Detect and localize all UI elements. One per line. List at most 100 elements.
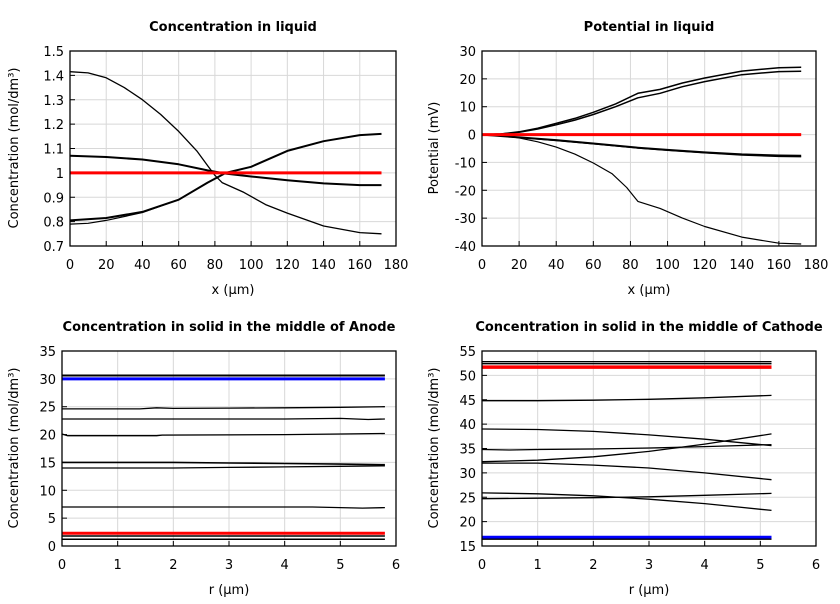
x-tick-label: 40 <box>134 258 151 273</box>
x-tick-label: 20 <box>511 258 528 273</box>
x-tick-label: 0 <box>478 258 486 273</box>
x-axis-label: x (µm) <box>628 283 671 298</box>
series-line-7 <box>62 465 385 469</box>
x-axis-label: r (µm) <box>209 583 250 598</box>
subplot-2: 0 20 40 60 80 100 120 140 160 180 -40 -30 -20 -10 0 10 2… <box>427 20 828 298</box>
y-tick-label: 20 <box>459 73 476 88</box>
series-line-9 <box>481 492 772 512</box>
y-tick-label: 20 <box>39 429 56 444</box>
x-tick-label: 80 <box>207 258 224 273</box>
chart-title: Potential in liquid <box>584 20 715 35</box>
series-line-2 <box>481 70 802 136</box>
y-tick-label: 45 <box>459 394 476 409</box>
x-tick-label: 0 <box>66 258 74 273</box>
x-tick-label: 140 <box>311 258 336 273</box>
series-line-8 <box>482 462 772 481</box>
x-axis-label: r (µm) <box>629 583 670 598</box>
y-tick-label: 50 <box>459 369 476 384</box>
x-tick-label: 4 <box>281 558 289 573</box>
y-tick-label: 5 <box>48 512 56 527</box>
subplot-3: 0 1 2 3 4 5 6 0 5 10 15 20 25 30 35 Concentration in so… <box>7 320 400 598</box>
y-tick-label: 1.4 <box>43 69 64 84</box>
y-tick-label: 30 <box>459 467 476 482</box>
series-line-8 <box>62 506 385 509</box>
x-tick-label: 180 <box>804 258 829 273</box>
y-tick-label: 1.1 <box>43 143 64 158</box>
series-line-7 <box>481 433 772 463</box>
y-tick-label: -40 <box>455 240 476 255</box>
x-tick-label: 20 <box>98 258 115 273</box>
x-axis-label: x (µm) <box>212 283 255 298</box>
y-tick-label: 0 <box>468 129 476 144</box>
subplot-1: 0 20 40 60 80 100 120 140 160 180 0.7 0.8 0.9 1 1.1 1.2… <box>7 20 408 298</box>
series-line-4 <box>481 134 802 158</box>
series-line-5 <box>61 432 385 437</box>
y-tick-label: 35 <box>459 443 476 458</box>
x-tick-label: 120 <box>275 258 300 273</box>
y-tick-label: 0.7 <box>43 240 64 255</box>
y-tick-label: 1 <box>56 167 64 182</box>
series-line-6 <box>62 461 385 466</box>
y-tick-label: 20 <box>459 516 476 531</box>
y-tick-label: 25 <box>459 491 476 506</box>
series-line-4 <box>62 417 385 421</box>
axes-frame <box>481 50 817 247</box>
x-tick-label: 4 <box>701 558 709 573</box>
x-tick-label: 0 <box>58 558 66 573</box>
series-line-5 <box>481 134 802 245</box>
series-line-1 <box>69 71 382 235</box>
x-tick-label: 180 <box>384 258 409 273</box>
x-tick-label: 5 <box>756 558 764 573</box>
y-tick-label: 55 <box>459 345 476 360</box>
x-tick-label: 60 <box>585 258 602 273</box>
x-tick-label: 2 <box>589 558 597 573</box>
x-tick-label: 60 <box>170 258 187 273</box>
chart-title: Concentration in solid in the middle of … <box>63 320 396 335</box>
y-axis-label: Potential (mV) <box>427 102 442 195</box>
y-tick-label: 15 <box>39 456 56 471</box>
y-tick-label: -10 <box>455 156 476 171</box>
x-tick-label: 160 <box>766 258 791 273</box>
y-tick-label: 15 <box>459 540 476 555</box>
x-tick-label: 1 <box>534 558 542 573</box>
x-tick-label: 100 <box>655 258 680 273</box>
x-tick-label: 40 <box>548 258 565 273</box>
series-line-3 <box>62 406 385 410</box>
axes-frame <box>61 350 397 547</box>
axes-frame <box>481 350 817 547</box>
axes-frame <box>69 50 397 247</box>
series-line-3 <box>481 133 802 157</box>
y-tick-label: 25 <box>39 401 56 416</box>
x-tick-label: 0 <box>478 558 486 573</box>
x-tick-label: 3 <box>225 558 233 573</box>
x-tick-label: 160 <box>347 258 372 273</box>
series-line-1 <box>481 66 802 136</box>
series-line-4 <box>482 394 772 402</box>
x-tick-label: 6 <box>812 558 820 573</box>
y-tick-label: 1.3 <box>43 94 64 109</box>
x-tick-label: 80 <box>622 258 639 273</box>
x-tick-label: 100 <box>239 258 264 273</box>
y-tick-label: 1.2 <box>43 118 64 133</box>
y-tick-label: 0.9 <box>43 191 64 206</box>
y-tick-label: 0 <box>48 540 56 555</box>
y-tick-label: 35 <box>39 345 56 360</box>
series-line-10 <box>481 492 772 500</box>
x-tick-label: 140 <box>729 258 754 273</box>
y-axis-label: Concentration (mol/dm³) <box>7 68 22 229</box>
series-line-3 <box>69 132 382 222</box>
y-tick-label: 0.8 <box>43 216 64 231</box>
y-tick-label: -20 <box>455 184 476 199</box>
x-tick-label: 5 <box>336 558 344 573</box>
y-tick-label: 10 <box>459 101 476 116</box>
x-tick-label: 6 <box>392 558 400 573</box>
series-line-5 <box>481 428 772 447</box>
y-tick-label: 30 <box>39 373 56 388</box>
x-tick-label: 120 <box>692 258 717 273</box>
y-axis-label: Concentration (mol/dm³) <box>427 368 442 529</box>
x-tick-label: 1 <box>114 558 122 573</box>
y-tick-label: 40 <box>459 418 476 433</box>
x-tick-label: 2 <box>169 558 177 573</box>
